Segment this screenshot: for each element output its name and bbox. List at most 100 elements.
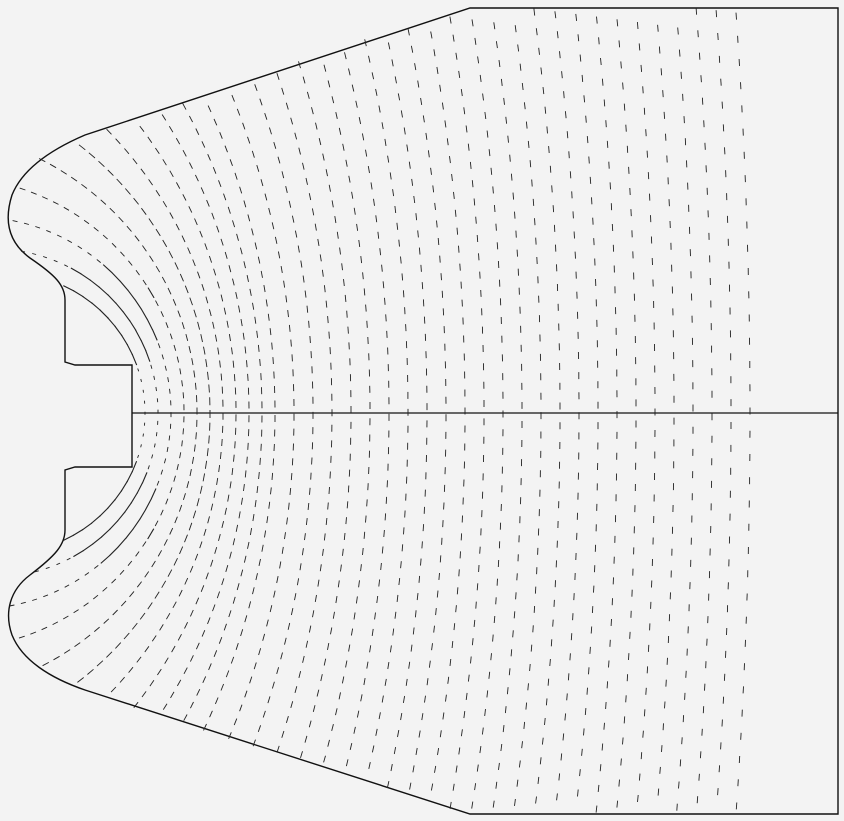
vector-arrow [527,140,530,148]
vector-arrow [453,191,455,199]
vector-arrow [323,533,326,541]
vector-arrow [335,708,338,716]
vector-arrow [312,610,315,618]
vector-arrow [247,136,251,144]
vector-arrow [325,300,328,308]
vector-arrow [132,519,141,530]
vector-arrow [436,590,439,598]
vector-arrow [679,759,682,767]
vector-arrow [287,622,291,630]
vector-arrow [165,498,169,505]
vector-arrow [167,569,173,577]
vector-arrow [188,162,193,169]
vector-arrow [305,177,308,185]
vector-arrow [178,589,183,597]
vector-arrow [290,117,294,125]
vector-arrow [530,644,533,652]
vector-arrow [488,671,491,679]
vector-arrow [232,538,236,546]
vector-arrow [128,260,133,266]
vector-arrow [381,264,383,272]
vector-arrow [284,532,286,540]
vector-arrow [264,112,268,120]
vector-arrow [493,204,496,213]
vector-arrow [189,565,194,573]
vector-arrow [217,347,220,355]
vector-arrow [335,112,338,119]
vector-arrow [168,250,174,259]
vector-arrow [266,516,269,524]
vector-arrow [244,615,248,623]
vector-arrow [160,469,164,475]
vector-arrow [189,701,194,709]
vector-arrow [387,662,390,670]
vector-arrow [547,678,550,686]
vector-arrow [341,263,343,271]
vector-arrow [195,642,200,650]
vector-arrow [175,137,181,145]
vector-arrow [434,202,436,210]
vector-arrow [133,701,139,708]
vector-arrow [147,465,150,470]
vector-arrow [473,619,476,627]
vector-arrow [698,773,700,781]
vector-arrow [207,105,212,113]
vector-arrow [498,762,500,770]
vector-arrow [531,179,533,187]
vector-arrow [66,557,71,561]
vector-arrow [252,302,255,310]
vector-arrow [256,164,260,172]
vector-arrow [414,63,417,71]
vector-arrow [252,739,256,747]
vector-arrow [74,578,80,582]
vector-arrow [471,19,474,27]
vector-arrow [290,701,294,709]
vector-arrow [191,456,195,464]
vector-arrow [148,179,153,186]
vector-arrow [268,501,271,509]
vector-arrow [517,44,520,52]
vector-arrow [232,360,235,368]
vector-arrow [193,444,196,452]
vector-arrow [202,473,206,482]
vector-arrow [115,138,121,145]
vector-arrow [155,300,159,307]
vector-arrow [129,320,137,331]
vector-arrow [439,255,441,263]
vector-arrow [390,764,393,772]
vector-arrow [495,597,497,605]
vector-arrow [362,547,364,556]
vector-arrow [307,502,310,510]
vector-arrow [638,773,641,781]
vector-arrow [408,661,411,669]
vector-arrow [417,230,419,238]
vector-arrow [120,600,127,607]
vector-arrow [80,273,92,281]
vector-arrow [281,87,285,95]
vector-arrow [308,320,310,328]
vector-arrow [272,458,275,466]
vector-arrow [605,120,607,128]
vector-arrow [735,12,737,20]
vector-arrow [150,364,153,369]
vector-arrow [308,720,312,728]
vector-arrow [439,555,442,563]
vector-arrow [182,194,187,201]
vector-arrow [268,127,272,135]
vector-arrow [30,631,37,635]
vector-arrow [205,296,209,304]
vector-arrow [268,207,271,215]
vector-arrow [166,446,169,452]
vector-arrow [148,218,154,226]
vector-arrow [720,78,722,86]
vector-arrow [116,178,123,186]
vector-arrow [248,601,252,609]
vector-arrow [564,111,567,119]
vector-arrow [353,207,356,215]
vector-arrow [239,247,243,255]
vector-arrow [243,261,246,269]
vector-arrow [153,443,156,448]
vector-arrow [327,502,329,510]
vector-arrow [660,68,663,76]
vector-arrow [470,656,472,664]
